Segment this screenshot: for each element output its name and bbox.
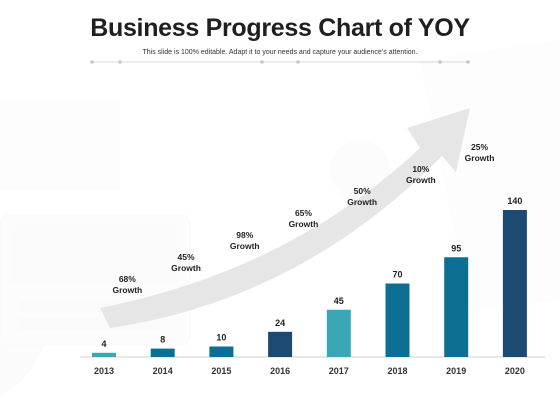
- year-label-2019: 2019: [446, 366, 466, 376]
- page-subtitle: This slide is 100% editable. Adapt it to…: [142, 49, 418, 56]
- growth-word: Growth: [230, 241, 260, 251]
- page-title: Business Progress Chart of YOY: [90, 14, 470, 42]
- value-label-2015: 10: [216, 333, 226, 343]
- growth-percent: 98%: [236, 230, 253, 240]
- year-label-2018: 2018: [387, 366, 407, 376]
- bar-2015: [209, 346, 234, 357]
- growth-percent: 50%: [354, 186, 371, 196]
- bar-2019: [444, 257, 469, 357]
- value-label-2013: 4: [101, 339, 106, 349]
- bar-2014: [150, 348, 175, 357]
- bar-2016: [268, 331, 293, 357]
- bar-2018: [385, 283, 410, 357]
- growth-arrow: [100, 108, 470, 328]
- bar-2020: [502, 210, 527, 357]
- value-label-2016: 24: [275, 318, 285, 328]
- value-label-2018: 70: [392, 270, 402, 280]
- growth-percent: 65%: [295, 208, 312, 218]
- growth-label-2: 45%Growth: [171, 252, 201, 273]
- growth-percent: 45%: [178, 252, 195, 262]
- value-label-2020: 140: [507, 196, 522, 206]
- value-label-2019: 95: [451, 243, 461, 253]
- growth-word: Growth: [289, 219, 319, 229]
- growth-label-7: 25%Growth: [465, 142, 495, 163]
- growth-percent: 10%: [412, 164, 429, 174]
- value-label-2014: 8: [160, 335, 165, 345]
- year-label-2016: 2016: [270, 366, 290, 376]
- year-label-2013: 2013: [94, 366, 114, 376]
- growth-word: Growth: [465, 153, 495, 163]
- year-label-2020: 2020: [505, 366, 525, 376]
- growth-label-5: 50%Growth: [347, 186, 377, 207]
- growth-word: Growth: [347, 197, 377, 207]
- year-label-2014: 2014: [153, 366, 173, 376]
- growth-word: Growth: [406, 175, 436, 185]
- growth-percent: 25%: [471, 142, 488, 152]
- growth-label-3: 98%Growth: [230, 230, 260, 251]
- growth-label-4: 65%Growth: [289, 208, 319, 229]
- growth-label-1: 68%Growth: [112, 274, 142, 295]
- year-label-2017: 2017: [329, 366, 349, 376]
- bar-2017: [326, 309, 351, 357]
- growth-percent: 68%: [119, 274, 136, 284]
- year-label-2015: 2015: [211, 366, 231, 376]
- bar-2013: [92, 352, 116, 357]
- growth-word: Growth: [171, 263, 201, 273]
- growth-word: Growth: [112, 285, 142, 295]
- value-label-2017: 45: [334, 296, 344, 306]
- growth-label-6: 10%Growth: [406, 164, 436, 185]
